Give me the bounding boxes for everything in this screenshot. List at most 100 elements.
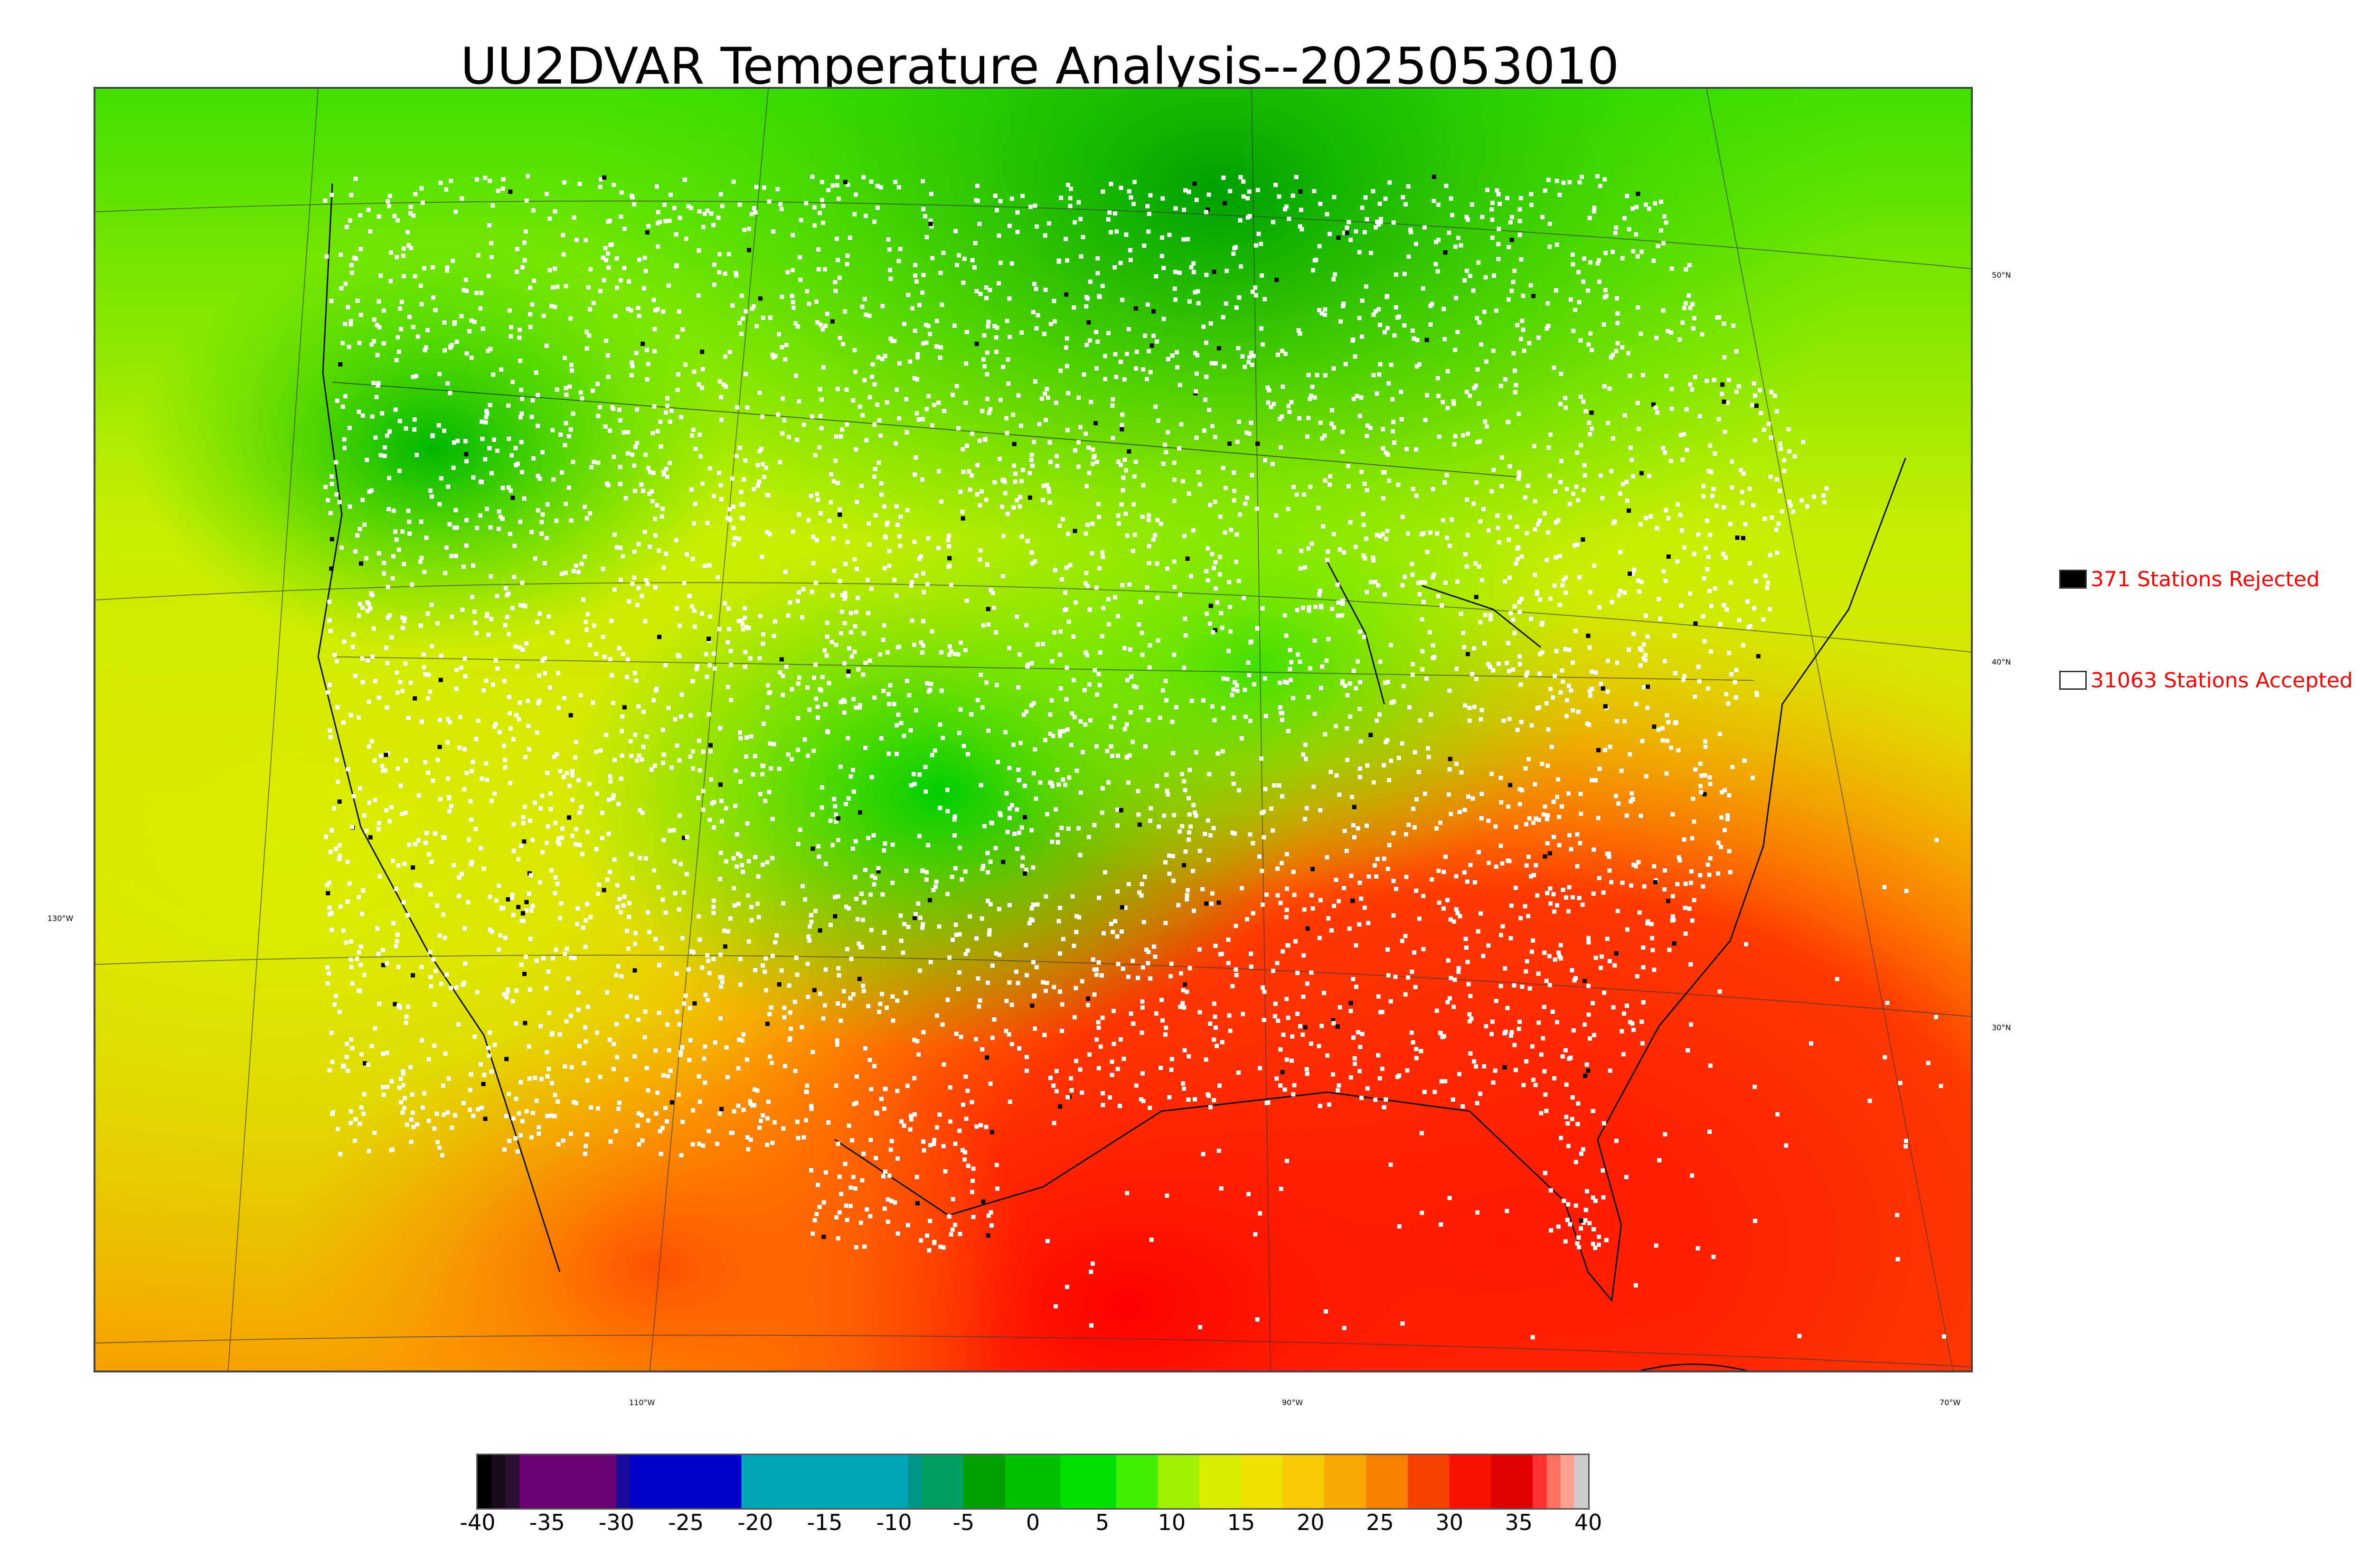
accepted-station: [515, 461, 520, 466]
accepted-station: [629, 852, 634, 856]
accepted-station: [379, 753, 384, 758]
accepted-station: [411, 1125, 416, 1129]
accepted-station: [1583, 1208, 1588, 1212]
accepted-station: [1630, 791, 1634, 796]
accepted-station: [914, 573, 919, 578]
accepted-station: [970, 473, 974, 478]
accepted-station: [332, 806, 337, 811]
accepted-station: [1329, 408, 1334, 413]
accepted-station: [621, 554, 625, 559]
accepted-station: [786, 752, 791, 757]
accepted-station: [990, 591, 995, 595]
accepted-station: [1387, 843, 1392, 847]
accepted-station: [890, 881, 895, 885]
accepted-station: [1348, 1075, 1353, 1080]
accepted-station: [1017, 1046, 1022, 1051]
accepted-station: [1042, 331, 1046, 336]
accepted-station: [1660, 726, 1665, 731]
accepted-station: [1490, 217, 1495, 222]
accepted-station: [1607, 959, 1612, 964]
accepted-station: [523, 229, 528, 234]
accepted-station: [716, 470, 721, 475]
accepted-station: [898, 515, 903, 519]
rejected-station: [523, 1021, 528, 1025]
accepted-station: [1421, 286, 1425, 291]
accepted-station: [1359, 469, 1364, 474]
accepted-station: [1043, 988, 1048, 993]
accepted-station: [946, 538, 951, 543]
accepted-station: [1288, 648, 1292, 652]
accepted-station: [947, 955, 952, 960]
accepted-station: [799, 218, 803, 223]
accepted-station: [547, 268, 552, 272]
accepted-station: [1085, 653, 1090, 657]
rejected-station: [1208, 603, 1213, 608]
accepted-station: [811, 749, 816, 753]
accepted-station: [908, 1114, 913, 1118]
accepted-station: [1323, 373, 1328, 378]
accepted-station: [1029, 828, 1034, 833]
accepted-station: [1155, 595, 1160, 600]
accepted-station: [767, 1012, 772, 1016]
accepted-station: [607, 1037, 612, 1042]
accepted-station: [1204, 272, 1209, 277]
accepted-station: [576, 1007, 581, 1012]
accepted-station: [1414, 888, 1419, 893]
accepted-station: [1658, 228, 1663, 233]
accepted-station: [772, 742, 777, 747]
accepted-station: [1356, 826, 1360, 831]
accepted-station: [1421, 600, 1426, 604]
accepted-station: [358, 962, 363, 967]
accepted-station: [1678, 513, 1683, 517]
accepted-station: [369, 1044, 374, 1049]
accepted-station: [765, 493, 770, 497]
accepted-station: [963, 1074, 968, 1079]
accepted-station: [462, 288, 466, 292]
accepted-station: [1498, 933, 1503, 938]
accepted-station: [1532, 444, 1536, 449]
accepted-station: [1420, 649, 1425, 654]
accepted-station: [1056, 919, 1061, 923]
accepted-station: [568, 427, 573, 432]
accepted-station: [376, 383, 380, 388]
accepted-station: [1571, 1028, 1576, 1033]
accepted-station: [1182, 1086, 1187, 1091]
accepted-station: [437, 1145, 442, 1150]
accepted-station: [615, 1055, 620, 1060]
accepted-station: [905, 508, 910, 513]
accepted-station: [1318, 898, 1323, 902]
accepted-station: [1557, 602, 1562, 607]
accepted-station: [1376, 307, 1381, 311]
accepted-station: [1134, 1083, 1139, 1088]
accepted-station: [878, 433, 883, 438]
accepted-station: [1592, 1033, 1596, 1037]
accepted-station: [756, 915, 761, 920]
accepted-station: [854, 1245, 858, 1249]
accepted-station: [1348, 237, 1353, 242]
accepted-station: [1210, 891, 1215, 896]
rejected-station: [1216, 346, 1221, 351]
accepted-station: [849, 957, 854, 961]
accepted-station: [1682, 674, 1687, 678]
accepted-station: [337, 500, 342, 505]
accepted-station: [755, 901, 760, 906]
accepted-station: [1527, 341, 1532, 346]
accepted-station: [396, 965, 401, 969]
accepted-station: [1259, 273, 1264, 278]
accepted-station: [1406, 184, 1411, 189]
accepted-station: [820, 327, 825, 332]
accepted-station: [865, 578, 870, 582]
accepted-station: [450, 614, 454, 619]
accepted-station: [646, 466, 650, 470]
accepted-station: [1109, 744, 1113, 749]
accepted-station: [860, 304, 865, 309]
accepted-station: [1664, 374, 1668, 378]
accepted-station: [1145, 585, 1149, 590]
accepted-station: [677, 1022, 682, 1027]
accepted-station: [679, 1153, 684, 1158]
accepted-station: [820, 805, 824, 810]
accepted-station: [1559, 459, 1564, 463]
accepted-station: [464, 518, 469, 523]
accepted-station: [839, 610, 844, 614]
accepted-station: [1094, 366, 1099, 371]
